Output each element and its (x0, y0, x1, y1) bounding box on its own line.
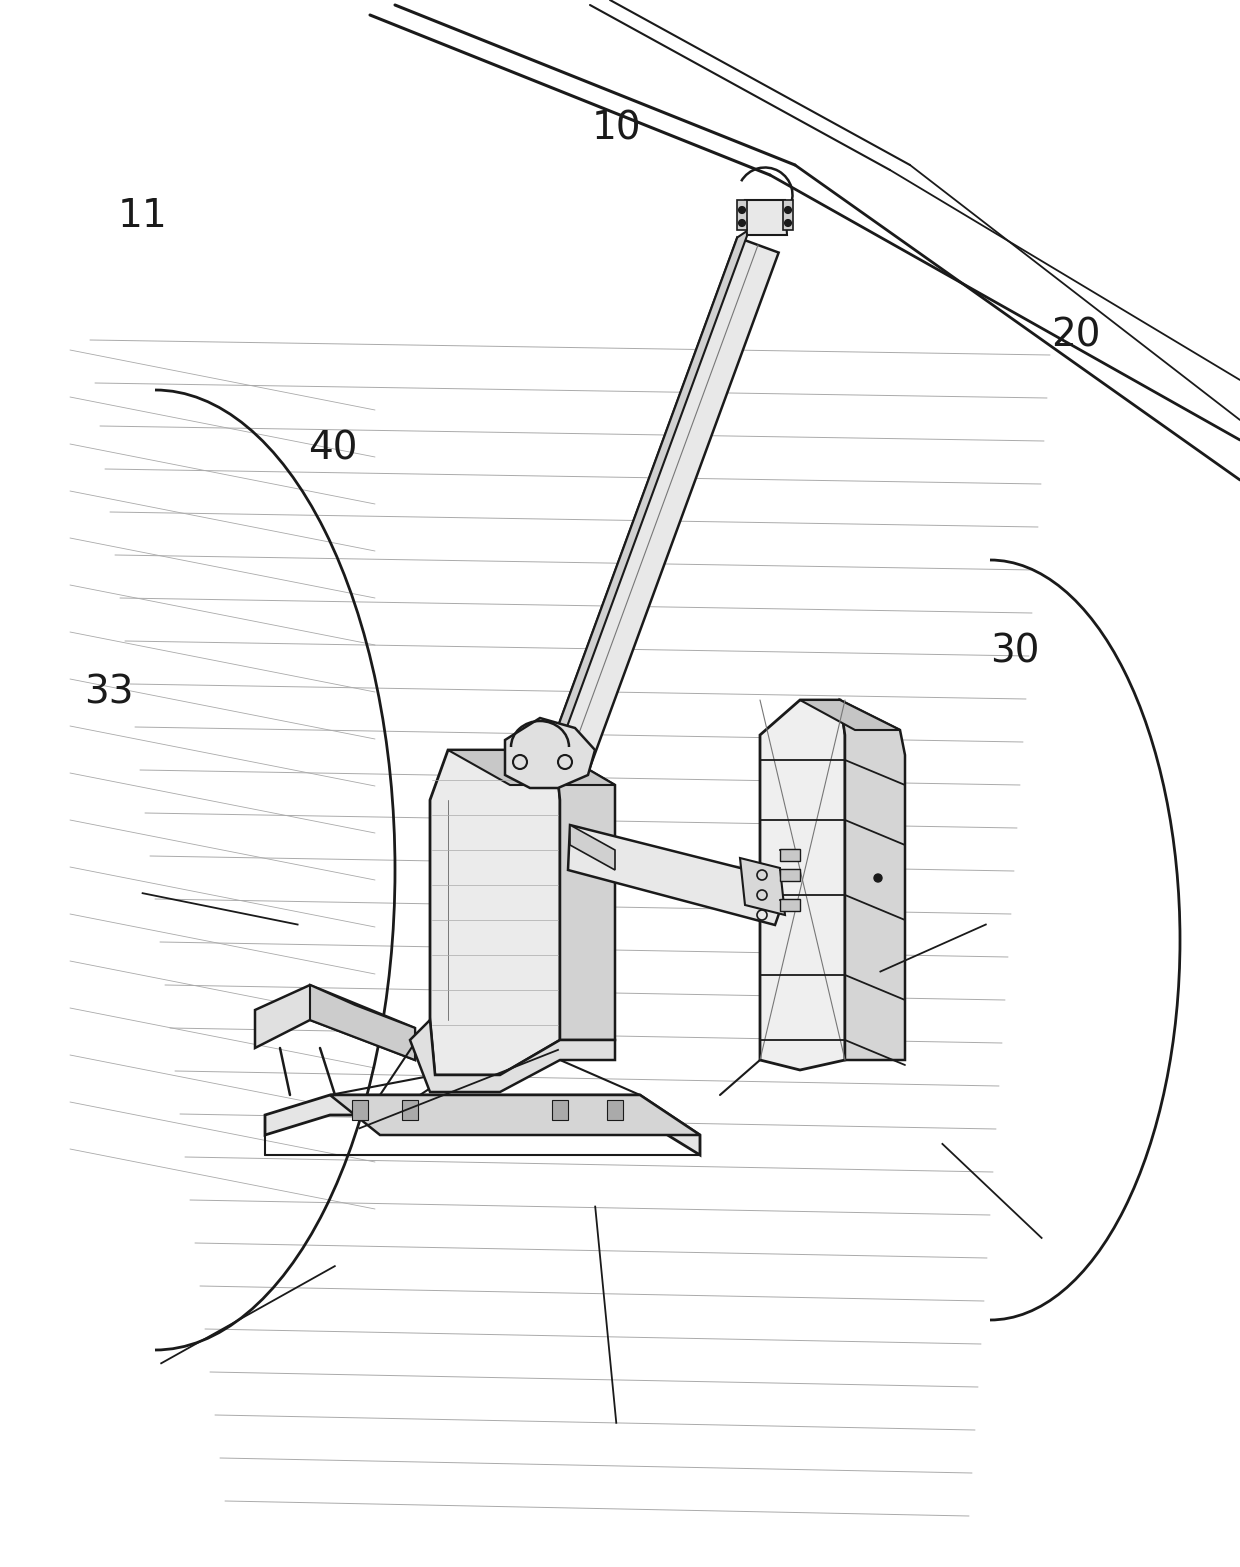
Polygon shape (780, 899, 800, 910)
Polygon shape (410, 1020, 615, 1092)
Circle shape (785, 207, 791, 213)
Polygon shape (839, 700, 905, 1059)
Polygon shape (352, 1100, 368, 1120)
Polygon shape (310, 986, 415, 1059)
Polygon shape (782, 201, 794, 230)
Text: 40: 40 (308, 429, 357, 467)
Polygon shape (568, 824, 782, 925)
Polygon shape (539, 238, 779, 793)
Text: 11: 11 (118, 197, 167, 235)
Polygon shape (255, 986, 415, 1059)
Polygon shape (745, 201, 787, 235)
Polygon shape (737, 201, 746, 230)
Polygon shape (608, 1100, 622, 1120)
Circle shape (739, 207, 745, 213)
Polygon shape (556, 751, 615, 1040)
Polygon shape (552, 1100, 568, 1120)
Polygon shape (402, 1100, 418, 1120)
Text: 30: 30 (990, 633, 1039, 671)
Text: 33: 33 (84, 674, 134, 711)
Polygon shape (740, 859, 785, 915)
Polygon shape (539, 229, 749, 777)
Polygon shape (800, 700, 900, 730)
Polygon shape (448, 751, 615, 785)
Polygon shape (760, 700, 844, 1070)
Text: 20: 20 (1052, 317, 1101, 354)
Polygon shape (330, 1095, 701, 1135)
Polygon shape (265, 1095, 701, 1155)
Circle shape (785, 219, 791, 227)
Circle shape (874, 874, 882, 882)
Text: 10: 10 (591, 110, 641, 147)
Polygon shape (780, 870, 800, 881)
Polygon shape (430, 751, 560, 1075)
Polygon shape (780, 849, 800, 860)
Polygon shape (505, 718, 595, 788)
Circle shape (739, 219, 745, 227)
Polygon shape (570, 824, 615, 870)
